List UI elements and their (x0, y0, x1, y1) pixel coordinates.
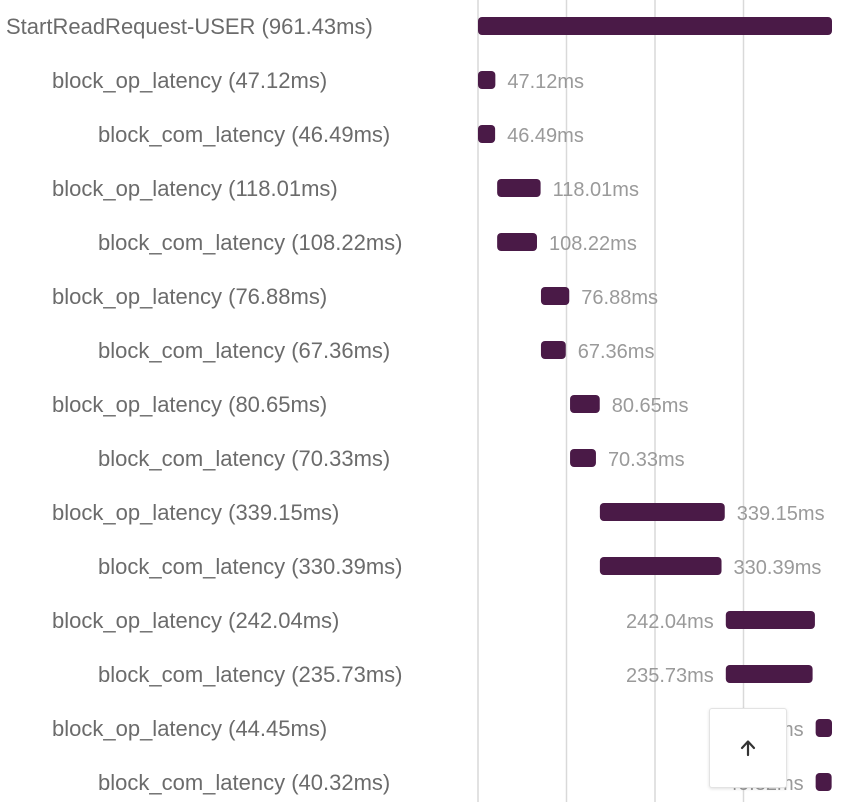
span-bar[interactable] (725, 611, 815, 629)
span-row: block_com_latency (70.33ms) 70.33ms (98, 446, 685, 471)
span-bar[interactable] (540, 287, 570, 305)
span-duration-label: 76.88ms (581, 287, 658, 309)
span-bar[interactable] (497, 233, 537, 251)
span-duration-label: 80.65ms (612, 395, 689, 417)
span-duration-label: 242.04ms (626, 611, 714, 633)
span-bar[interactable] (478, 125, 496, 143)
span-duration-label: 118.01ms (553, 179, 639, 201)
span-label: block_op_latency (44.45ms) (52, 716, 327, 741)
scroll-to-top-button[interactable] (709, 708, 787, 788)
span-row: block_op_latency (47.12ms) 47.12ms (52, 68, 584, 93)
span-label: block_op_latency (47.12ms) (52, 68, 327, 93)
span-row: block_op_latency (80.65ms) 80.65ms (52, 392, 688, 417)
span-label: block_com_latency (40.32ms) (98, 770, 390, 795)
span-row: block_com_latency (235.73ms) 235.73ms (98, 662, 813, 687)
span-row: block_com_latency (330.39ms) 330.39ms (98, 554, 821, 579)
span-label: block_com_latency (235.73ms) (98, 662, 402, 687)
span-duration-label: 235.73ms (626, 665, 714, 687)
span-label: block_com_latency (70.33ms) (98, 446, 390, 471)
span-rows: StartReadRequest-USER (961.43ms) block_op… (6, 14, 833, 795)
span-label: block_op_latency (118.01ms) (52, 176, 338, 201)
span-label: block_op_latency (339.15ms) (52, 500, 339, 525)
span-duration-label: 70.33ms (608, 449, 685, 471)
span-label: block_op_latency (242.04ms) (52, 608, 339, 633)
span-row: StartReadRequest-USER (961.43ms) (6, 14, 832, 39)
span-row: block_com_latency (46.49ms) 46.49ms (98, 122, 584, 147)
arrow-up-icon (740, 740, 756, 757)
span-row: block_op_latency (242.04ms) 242.04ms (52, 608, 815, 633)
span-duration-label: 108.22ms (549, 233, 637, 255)
span-bar[interactable] (570, 449, 596, 467)
span-label: block_com_latency (330.39ms) (98, 554, 402, 579)
span-bar[interactable] (570, 395, 600, 413)
span-duration-label: 339.15ms (737, 503, 825, 525)
span-bar[interactable] (599, 557, 722, 575)
span-row: block_op_latency (76.88ms) 76.88ms (52, 284, 658, 309)
span-label: block_com_latency (67.36ms) (98, 338, 390, 363)
span-bar[interactable] (599, 503, 725, 521)
span-duration-label: 330.39ms (734, 557, 822, 579)
span-bar[interactable] (497, 179, 541, 197)
span-duration-label: 67.36ms (578, 341, 655, 363)
span-label: block_com_latency (108.22ms) (98, 230, 402, 255)
span-label: StartReadRequest-USER (961.43ms) (6, 14, 373, 39)
span-label: block_com_latency (46.49ms) (98, 122, 390, 147)
span-row: block_com_latency (67.36ms) 67.36ms (98, 338, 654, 363)
span-row: block_com_latency (108.22ms) 108.22ms (98, 230, 637, 255)
span-bar[interactable] (540, 341, 566, 359)
span-bar[interactable] (815, 773, 832, 791)
span-bar[interactable] (478, 17, 832, 35)
span-bar[interactable] (725, 665, 813, 683)
span-row: block_op_latency (339.15ms) 339.15ms (52, 500, 825, 525)
span-label: block_op_latency (76.88ms) (52, 284, 327, 309)
span-bar[interactable] (815, 719, 833, 737)
span-label: block_op_latency (80.65ms) (52, 392, 327, 417)
span-duration-label: 46.49ms (507, 125, 584, 147)
span-duration-label: 47.12ms (507, 71, 584, 93)
span-row: block_op_latency (118.01ms) 118.01ms (52, 176, 639, 201)
span-bar[interactable] (478, 71, 496, 89)
